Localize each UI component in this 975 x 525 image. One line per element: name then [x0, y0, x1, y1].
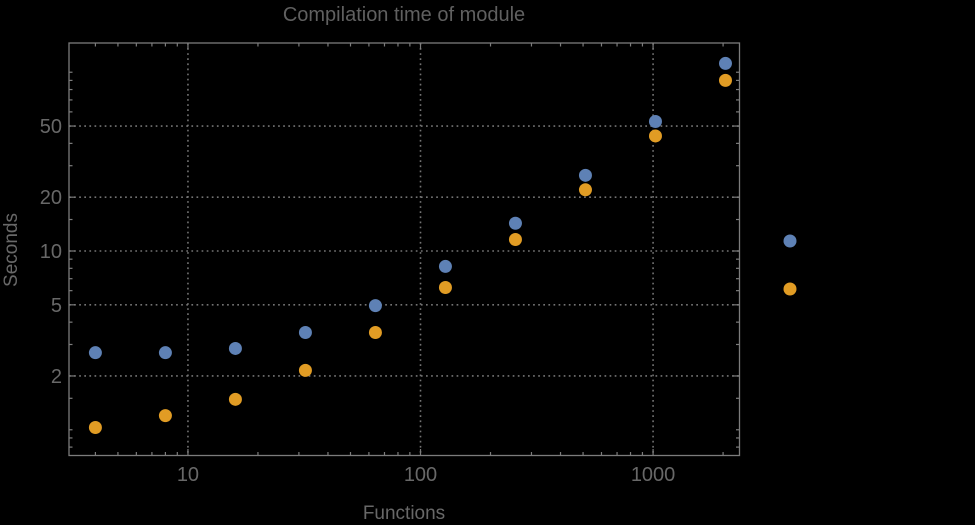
data-point-series-2 — [508, 232, 522, 246]
data-point-series-2 — [578, 183, 592, 197]
data-point-series-1 — [578, 168, 592, 182]
data-point-series-1 — [228, 341, 242, 355]
x-tick-label: 100 — [404, 464, 437, 486]
y-tick-label: 50 — [40, 116, 62, 138]
data-point-series-1 — [438, 259, 452, 273]
data-point-series-1 — [368, 299, 382, 313]
data-point-series-2 — [158, 409, 172, 423]
data-point-series-1 — [158, 346, 172, 360]
legend-marker-series-1 — [783, 234, 797, 248]
data-point-series-1 — [648, 115, 662, 129]
data-point-series-2 — [718, 73, 732, 87]
chart-title: Compilation time of module — [282, 4, 526, 26]
data-point-series-1 — [88, 346, 102, 360]
data-point-series-2 — [88, 420, 102, 434]
x-tick-label: 1000 — [631, 464, 676, 486]
data-point-series-2 — [438, 280, 452, 294]
y-tick-label: 2 — [51, 366, 62, 388]
y-axis-label: Seconds — [1, 213, 22, 287]
y-tick-label: 20 — [40, 187, 62, 209]
x-tick-label: 10 — [177, 464, 199, 486]
data-point-series-1 — [508, 216, 522, 230]
y-tick-label: 5 — [51, 295, 62, 317]
legend-marker-series-2 — [783, 282, 797, 296]
data-point-series-2 — [298, 363, 312, 377]
y-tick-label: 10 — [40, 241, 62, 263]
data-point-series-2 — [648, 129, 662, 143]
data-point-series-1 — [718, 56, 732, 70]
data-point-series-2 — [228, 392, 242, 406]
data-point-series-2 — [368, 326, 382, 340]
data-point-series-1 — [298, 326, 312, 340]
plot-frame — [68, 42, 741, 457]
x-axis-label: Functions — [362, 503, 446, 524]
